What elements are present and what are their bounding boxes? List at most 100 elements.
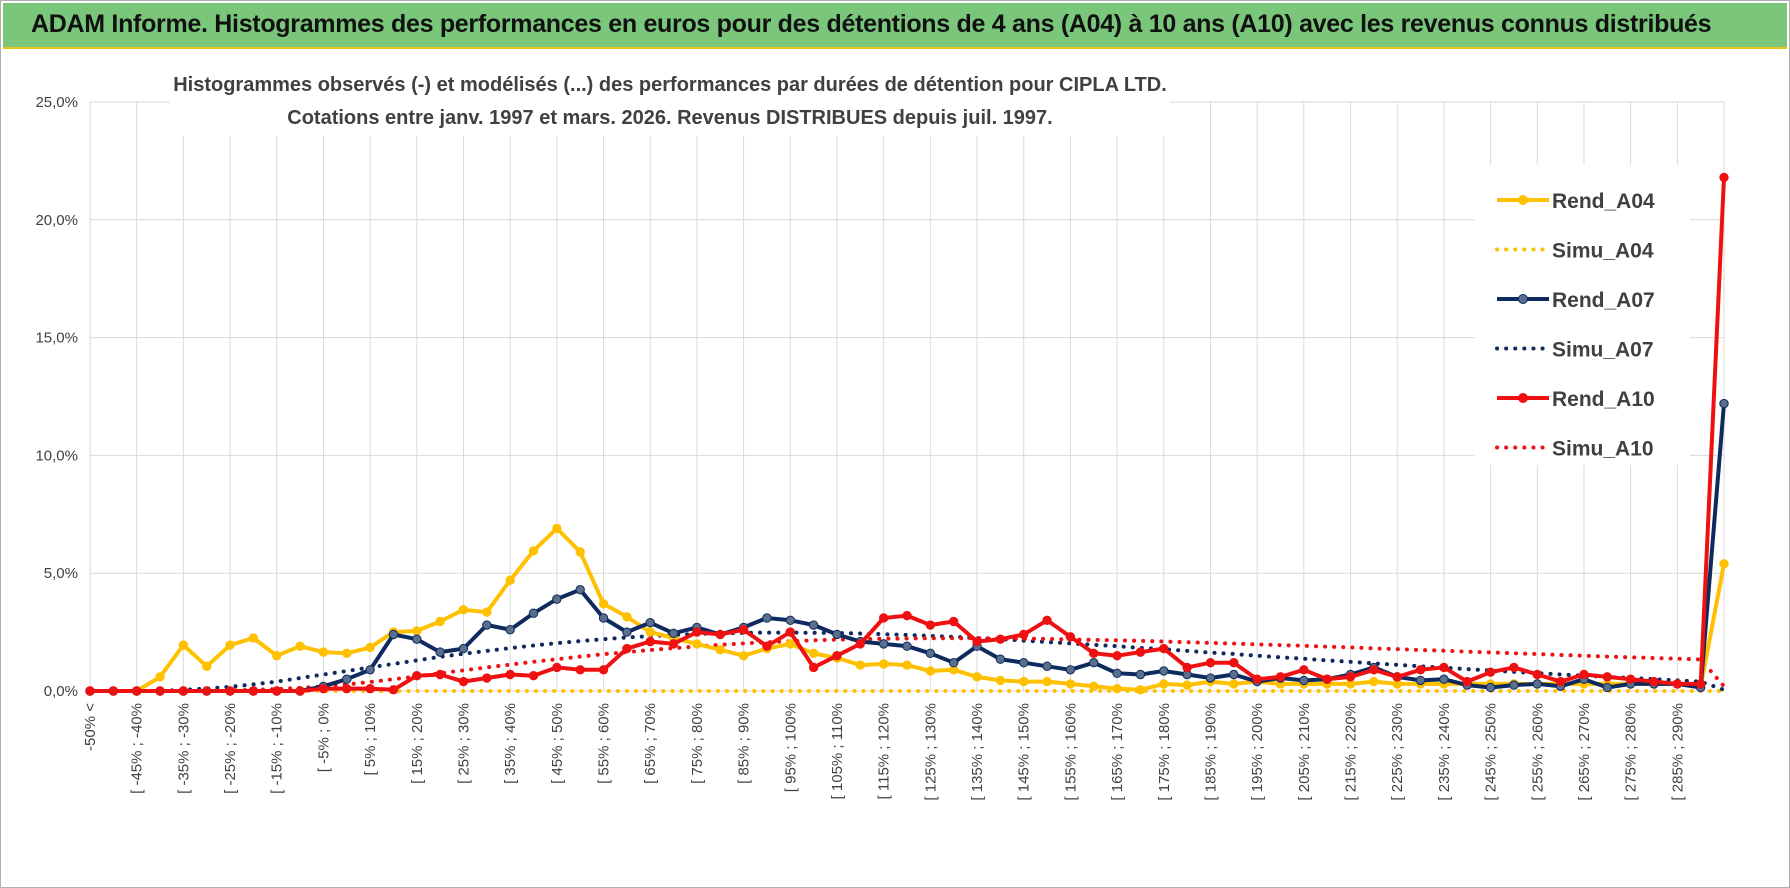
data-point-rend-a10	[435, 669, 445, 680]
y-tick-label: 20,0%	[35, 212, 78, 229]
legend-label-simu-a07: Simu_A07	[1552, 339, 1654, 362]
data-point-rend-a10	[155, 686, 165, 696]
data-point-rend-a04	[528, 546, 539, 556]
data-point-rend-a10	[1462, 676, 1472, 687]
data-point-rend-a04	[925, 666, 936, 676]
data-point-rend-a10	[1182, 662, 1192, 673]
x-tick-label: [ 225% ; 230%	[1389, 703, 1406, 801]
data-point-rend-a10	[1322, 674, 1332, 684]
data-point-rend-a10	[365, 683, 375, 694]
data-point-rend-a10	[1392, 672, 1402, 682]
data-point-rend-a04	[412, 626, 422, 636]
data-point-rend-a04	[458, 605, 469, 615]
data-point-rend-a10	[1509, 662, 1519, 673]
data-point-rend-a10	[1299, 665, 1309, 675]
legend-label-rend-a07: Rend_A07	[1552, 289, 1655, 312]
data-point-rend-a07	[1602, 682, 1612, 693]
data-point-rend-a07	[925, 648, 936, 659]
data-point-rend-a10	[342, 683, 352, 694]
legend-marker-rend-a04	[1518, 195, 1528, 205]
data-point-rend-a07	[505, 625, 515, 635]
data-point-rend-a10	[1625, 674, 1636, 684]
data-point-rend-a10	[1579, 669, 1589, 680]
legend-marker-rend-a10	[1518, 393, 1528, 403]
data-point-rend-a10	[1089, 648, 1099, 659]
data-point-rend-a07	[878, 639, 889, 649]
x-tick-label: [ 95% ; 100%	[782, 703, 799, 792]
data-point-rend-a07	[1439, 674, 1449, 684]
data-point-rend-a04	[1112, 683, 1122, 694]
data-point-rend-a04	[1042, 676, 1052, 687]
data-point-rend-a10	[295, 686, 305, 696]
data-point-rend-a10	[1019, 629, 1029, 640]
data-point-rend-a10	[85, 686, 95, 696]
data-point-rend-a04	[738, 650, 749, 661]
data-point-rend-a10	[832, 650, 842, 661]
data-point-rend-a07	[808, 620, 819, 630]
x-tick-label: [ 85% ; 90%	[736, 703, 753, 784]
data-point-rend-a04	[1159, 679, 1169, 689]
data-point-rend-a04	[1135, 685, 1146, 695]
data-point-rend-a07	[622, 627, 632, 637]
x-tick-label: [ -15% ; -10%	[269, 703, 286, 794]
legend-label-simu-a10: Simu_A10	[1552, 438, 1654, 461]
data-point-rend-a04	[482, 607, 492, 617]
data-point-rend-a07	[435, 647, 445, 657]
data-point-rend-a04	[808, 648, 819, 659]
x-tick-label: [ 215% ; 220%	[1343, 703, 1360, 801]
data-point-rend-a10	[202, 686, 212, 696]
series-line-simu-a07	[88, 630, 1726, 693]
x-tick-label: [ 15% ; 20%	[409, 703, 426, 784]
x-tick-label: [ 65% ; 70%	[642, 703, 659, 784]
data-point-rend-a07	[458, 643, 469, 654]
data-point-rend-a04	[1229, 679, 1239, 689]
data-point-rend-a07	[668, 628, 679, 638]
x-tick-label: [ -45% ; -40%	[129, 703, 146, 794]
data-point-rend-a07	[1019, 658, 1029, 668]
data-point-rend-a10	[715, 629, 725, 640]
data-point-rend-a04	[622, 612, 632, 622]
data-point-rend-a10	[1345, 672, 1356, 682]
data-point-rend-a10	[1649, 676, 1659, 687]
y-tick-label: 25,0%	[35, 94, 78, 111]
data-point-rend-a04	[202, 661, 212, 671]
data-point-rend-a10	[552, 662, 562, 673]
data-point-rend-a07	[785, 615, 795, 626]
data-point-rend-a07	[1532, 679, 1542, 689]
x-tick-label: [ 115% ; 120%	[876, 703, 893, 799]
data-point-rend-a04	[342, 648, 352, 659]
data-point-rend-a04	[1065, 679, 1076, 689]
y-tick-label: 15,0%	[35, 330, 78, 347]
data-point-rend-a10	[948, 616, 959, 627]
data-point-rend-a04	[855, 660, 866, 670]
series-line-simu-a10	[88, 636, 1726, 693]
data-point-rend-a07	[1112, 668, 1122, 679]
chart-title-line1: Histogrammes observés (-) et modélisés (…	[173, 74, 1167, 96]
data-point-rend-a04	[505, 575, 515, 585]
data-point-rend-a07	[1205, 673, 1216, 683]
data-point-rend-a10	[738, 625, 749, 635]
x-tick-label: [ 75% ; 80%	[689, 703, 706, 784]
x-tick-label: [ 255% ; 260%	[1529, 703, 1546, 801]
x-tick-label: [ 165% ; 170%	[1109, 703, 1126, 801]
x-tick-label: [ 245% ; 250%	[1483, 703, 1500, 801]
x-tick-label: [ 195% ; 200%	[1249, 703, 1266, 801]
data-point-rend-a10	[1485, 667, 1496, 677]
x-tick-label: [ 185% ; 190%	[1202, 703, 1219, 801]
data-point-rend-a10	[1229, 658, 1239, 668]
data-point-rend-a10	[645, 636, 655, 647]
data-point-rend-a04	[692, 639, 702, 649]
data-point-rend-a10	[785, 627, 795, 637]
x-tick-label: [ 5% ; 10%	[362, 703, 379, 776]
data-point-rend-a10	[855, 639, 866, 649]
chart-title-line2: Cotations entre janv. 1997 et mars. 2026…	[287, 107, 1052, 129]
data-point-rend-a10	[388, 685, 399, 695]
data-point-rend-a10	[622, 643, 632, 654]
data-point-rend-a10	[1275, 672, 1286, 682]
data-point-rend-a07	[342, 674, 352, 684]
data-point-rend-a10	[1695, 679, 1706, 689]
data-point-rend-a10	[1135, 647, 1146, 657]
data-point-rend-a04	[995, 675, 1006, 686]
y-tick-label: 0,0%	[44, 683, 78, 700]
data-point-rend-a10	[1719, 172, 1729, 183]
